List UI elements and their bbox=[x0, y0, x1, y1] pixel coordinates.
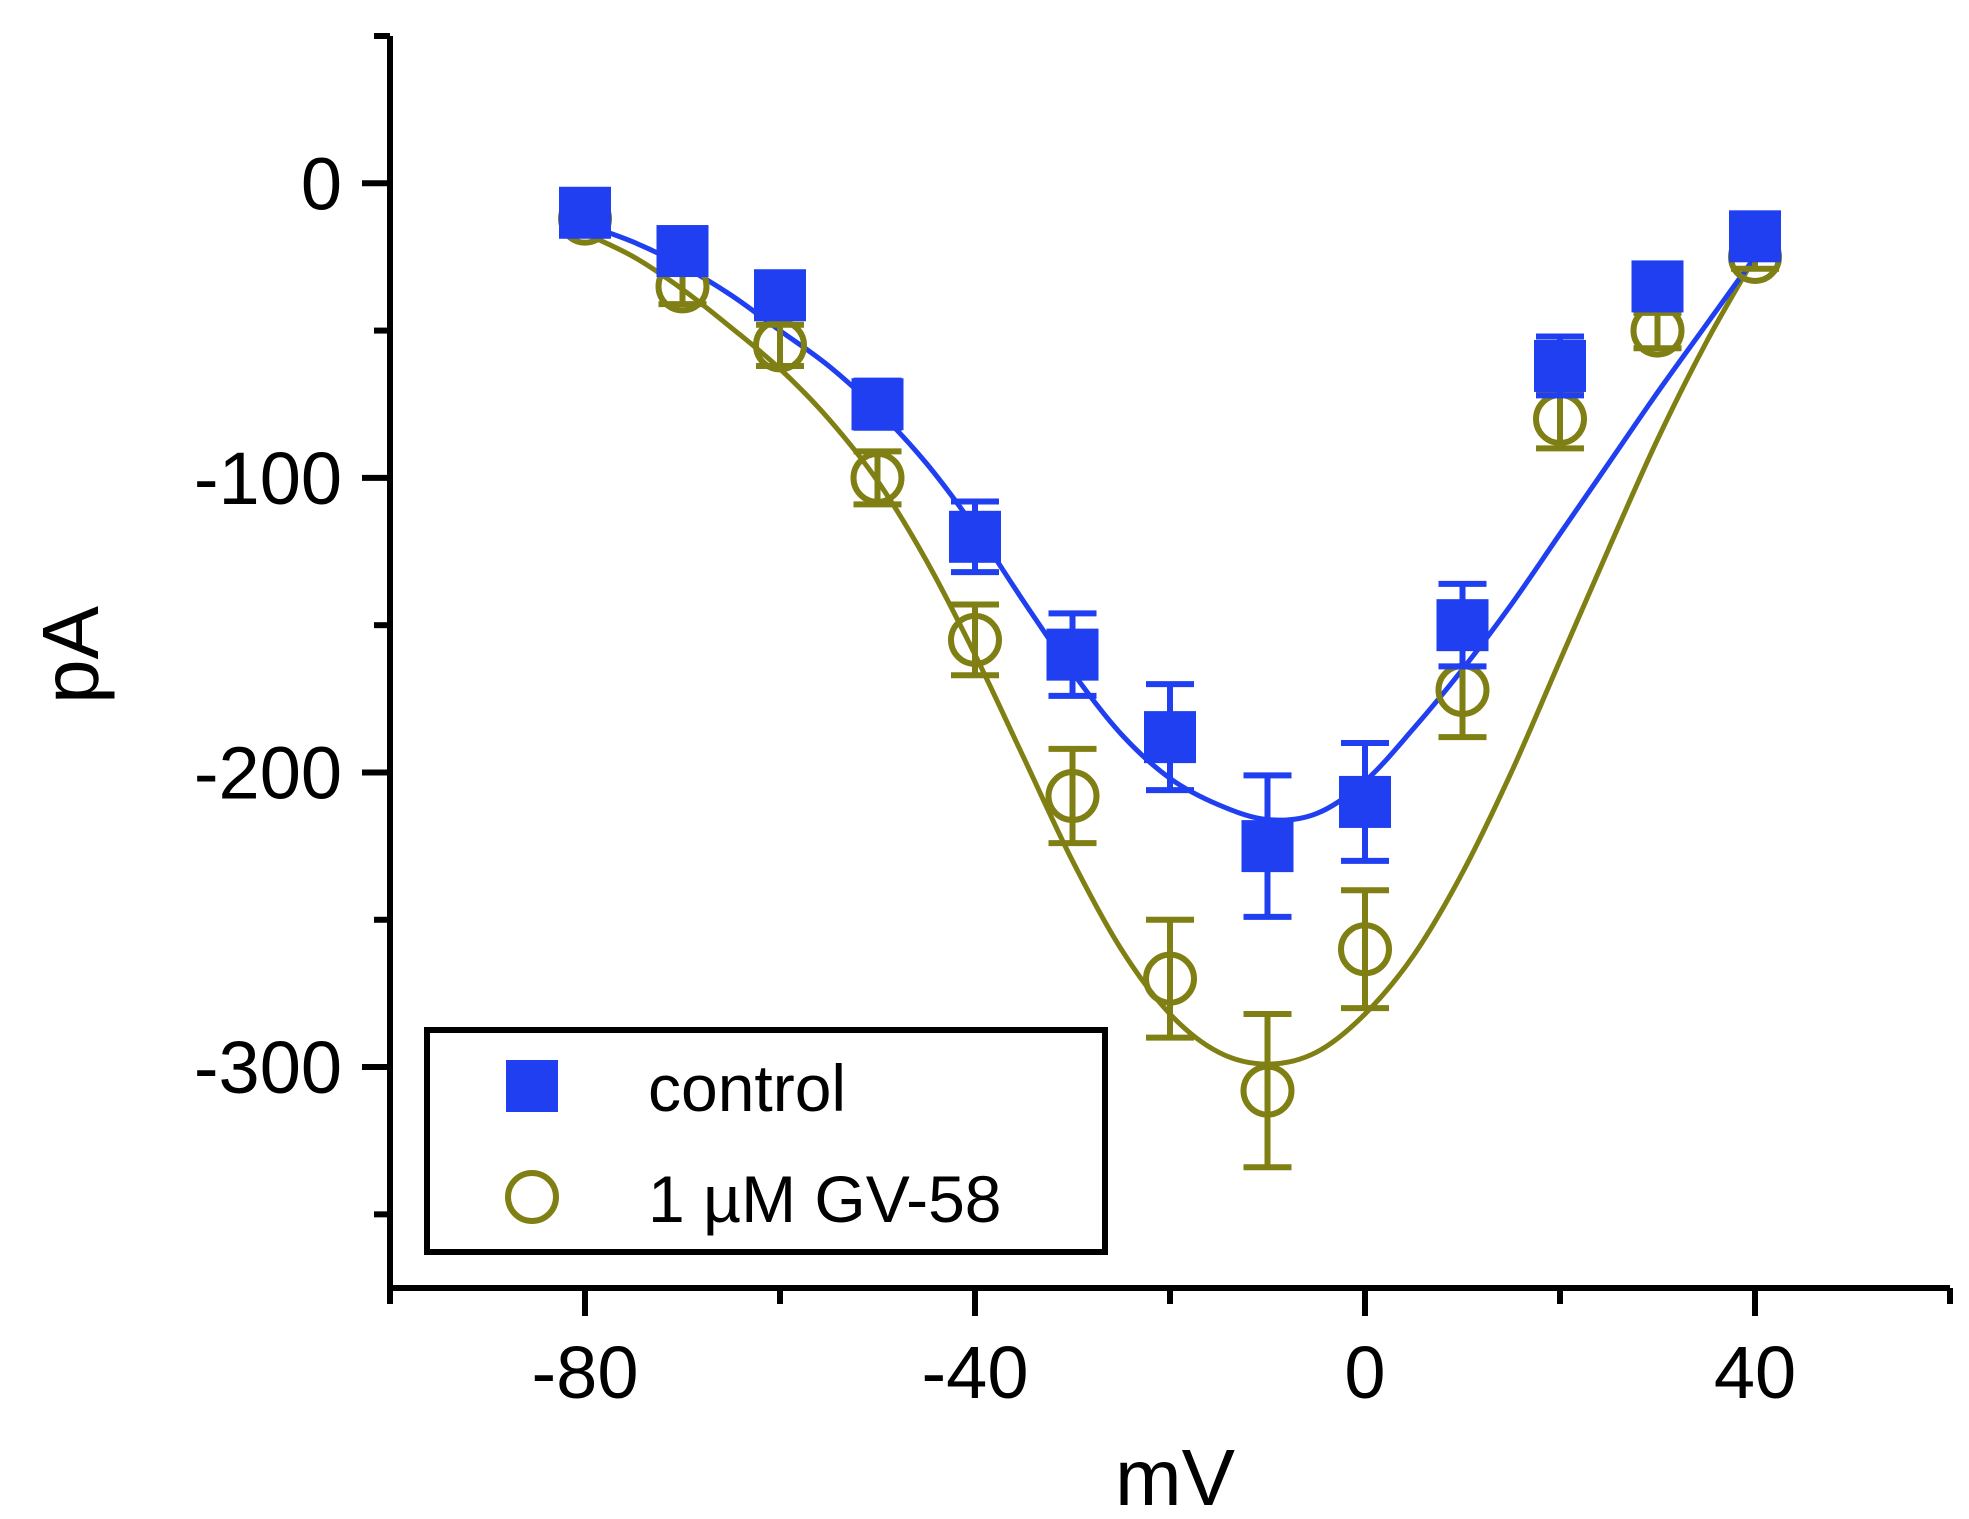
data-point-control bbox=[1339, 775, 1391, 828]
data-point-control bbox=[1241, 820, 1294, 873]
data-point-control bbox=[1534, 339, 1586, 392]
legend: control 1 µM GV-58 bbox=[424, 1027, 1108, 1255]
legend-marker-gv58 bbox=[505, 1170, 559, 1224]
fit-curve-control bbox=[584, 222, 1758, 823]
data-point-gv58 bbox=[850, 450, 905, 505]
data-point-gv58 bbox=[753, 318, 807, 373]
x-axis-title: mV bbox=[1115, 1433, 1236, 1519]
data-point-gv58 bbox=[948, 612, 1002, 667]
data-point-gv58 bbox=[1045, 769, 1100, 824]
legend-label-gv58: 1 µM GV-58 bbox=[648, 1162, 1002, 1236]
x-tick-label: 0 bbox=[1344, 1331, 1385, 1414]
data-point-gv58 bbox=[1338, 922, 1392, 977]
data-point-control bbox=[1729, 210, 1781, 263]
x-tick-label: 40 bbox=[1714, 1331, 1796, 1414]
axes-layer: -80 -40 0 40 0 -100 -200 -300 bbox=[194, 33, 1953, 1414]
legend-marker-control bbox=[506, 1060, 558, 1112]
y-tick-label: -200 bbox=[194, 731, 342, 814]
data-point-control bbox=[559, 186, 611, 239]
x-tick-label: -80 bbox=[532, 1331, 639, 1414]
fit-curve-gv58 bbox=[583, 231, 1758, 1067]
data-point-control bbox=[1436, 599, 1489, 652]
data-point-control bbox=[754, 269, 806, 322]
y-tick-label: -300 bbox=[194, 1026, 342, 1109]
data-point-gv58 bbox=[1143, 951, 1197, 1006]
legend-symbol-gv58 bbox=[505, 1170, 559, 1224]
y-tick-label: 0 bbox=[301, 142, 342, 225]
y-tick-label: -100 bbox=[194, 437, 342, 520]
data-point-gv58 bbox=[1240, 1063, 1295, 1118]
data-point-control bbox=[949, 510, 1001, 563]
fit-curves-layer bbox=[583, 222, 1758, 1067]
data-point-control bbox=[1046, 628, 1099, 681]
data-point-control bbox=[851, 378, 904, 431]
y-axis-title: pA bbox=[26, 605, 115, 703]
x-tick-label: -40 bbox=[922, 1331, 1029, 1414]
legend-symbol-control bbox=[506, 1060, 558, 1112]
data-point-control bbox=[656, 225, 709, 278]
data-point-control bbox=[1631, 260, 1684, 313]
data-point-control bbox=[1144, 711, 1196, 764]
legend-label-control: control bbox=[648, 1051, 846, 1125]
data-points-layer bbox=[558, 186, 1782, 1171]
